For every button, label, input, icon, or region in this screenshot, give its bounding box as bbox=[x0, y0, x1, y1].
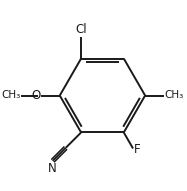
Text: Cl: Cl bbox=[75, 23, 87, 36]
Text: O: O bbox=[32, 89, 41, 102]
Text: CH₃: CH₃ bbox=[1, 91, 20, 100]
Text: N: N bbox=[47, 162, 56, 175]
Text: F: F bbox=[134, 143, 140, 156]
Text: CH₃: CH₃ bbox=[164, 91, 183, 100]
